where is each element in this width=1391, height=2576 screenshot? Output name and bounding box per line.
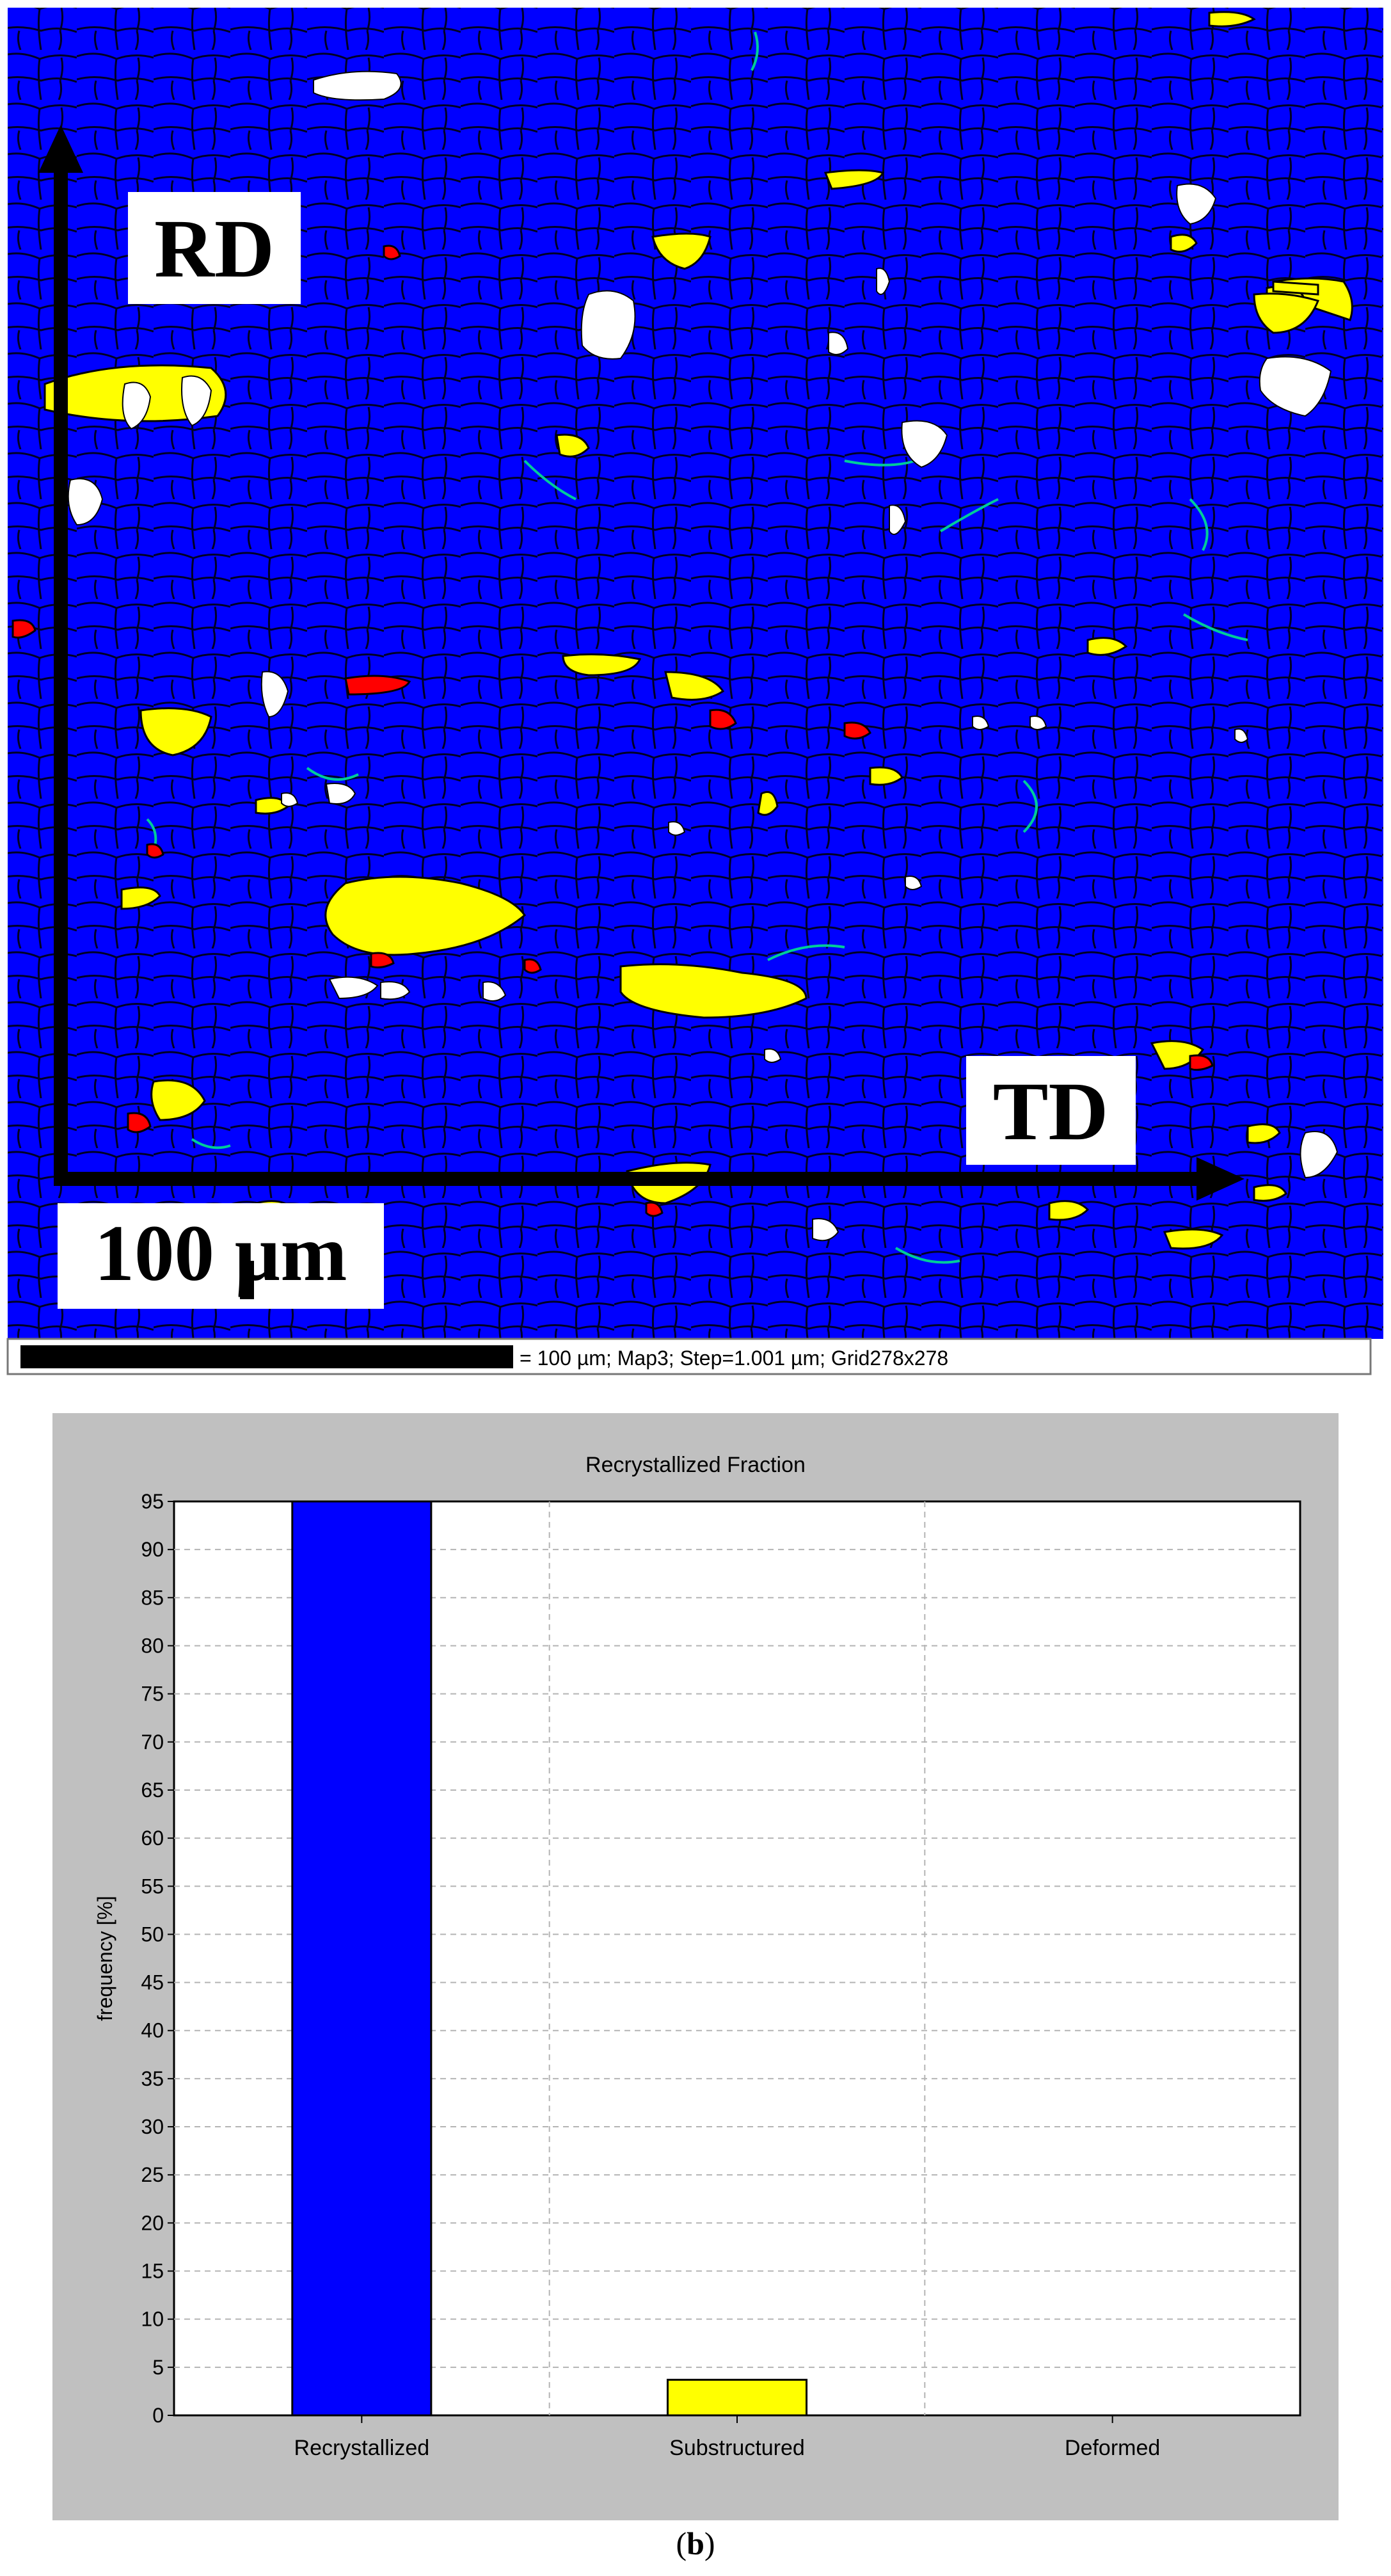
orientation-axes (38, 125, 1244, 1201)
y-tick-label: 10 (141, 2308, 164, 2331)
y-tick-label: 80 (141, 1634, 164, 1657)
caption-open: ( (676, 2525, 687, 2561)
x-axis-categories: Recrystallized Substructured Deformed (294, 2436, 1161, 2460)
rd-label-box (128, 192, 301, 304)
rd-label: RD (154, 203, 274, 295)
deformed-grains (12, 244, 1214, 1217)
y-tick-label: 5 (152, 2356, 164, 2379)
category-label: Deformed (1065, 2436, 1160, 2460)
y-tick-label: 45 (141, 1971, 164, 1994)
td-label-box (966, 1056, 1136, 1165)
rd-arrow-head (38, 125, 83, 173)
y-tick-label: 25 (141, 2163, 164, 2186)
y-tick-label: 95 (141, 1490, 164, 1513)
y-axis-ticks: 0 5 10 15 20 25 30 35 40 45 50 55 60 65 70 75 80 85 90 95 (141, 1490, 1113, 2427)
y-tick-label: 30 (141, 2115, 164, 2138)
recrystallized-fraction-chart: Recrystallized Fraction 0 5 10 15 20 25 30 35 40… (52, 1413, 1339, 2520)
caption-letter: b (687, 2525, 704, 2561)
y-tick-label: 60 (141, 1827, 164, 1850)
y-tick-label: 65 (141, 1779, 164, 1802)
y-tick-label: 35 (141, 2067, 164, 2090)
ebsd-map-panel: RD TD 100 µm = 100 µm; Map3; Step=1.001 … (6, 8, 1383, 1375)
bar-recrystallized (291, 1500, 433, 2417)
td-label: TD (993, 1066, 1109, 1158)
y-tick-label: 85 (141, 1586, 164, 1609)
ebsd-map: RD TD 100 µm = 100 µm; Map3; Step=1.001 … (6, 8, 1383, 1375)
y-tick-label: 0 (152, 2404, 164, 2427)
y-tick-label: 50 (141, 1923, 164, 1946)
category-label: Recrystallized (294, 2436, 430, 2460)
y-tick-label: 40 (141, 2019, 164, 2042)
chart-title: Recrystallized Fraction (585, 1453, 806, 1477)
y-tick-label: 20 (141, 2211, 164, 2234)
y-tick-label: 15 (141, 2260, 164, 2283)
status-text: = 100 µm; Map3; Step=1.001 µm; Grid278x2… (520, 1347, 948, 1370)
figure-caption: (b) (0, 2525, 1391, 2570)
scale-bar (20, 1345, 513, 1368)
caption-close: ) (704, 2525, 715, 2561)
y-tick-label: 70 (141, 1731, 164, 1754)
td-arrow-head (1196, 1157, 1244, 1201)
scale-label-box (58, 1203, 384, 1309)
bars (291, 1500, 808, 2417)
low-angle-boundaries (146, 31, 1248, 1264)
bar-substructured (666, 2378, 808, 2417)
chart-panel: Recrystallized Fraction 0 5 10 15 20 25 30 35 40… (0, 1408, 1391, 2522)
y-tick-label: 90 (141, 1538, 164, 1561)
unindexed-regions (67, 70, 1339, 1242)
y-tick-label: 75 (141, 1683, 164, 1706)
scale-tick-mark (240, 1261, 254, 1299)
y-tick-label: 55 (141, 1875, 164, 1898)
y-axis-label: frequency [%] (93, 1896, 116, 2021)
scale-label: 100 µm (95, 1210, 347, 1298)
category-label: Substructured (669, 2436, 805, 2460)
